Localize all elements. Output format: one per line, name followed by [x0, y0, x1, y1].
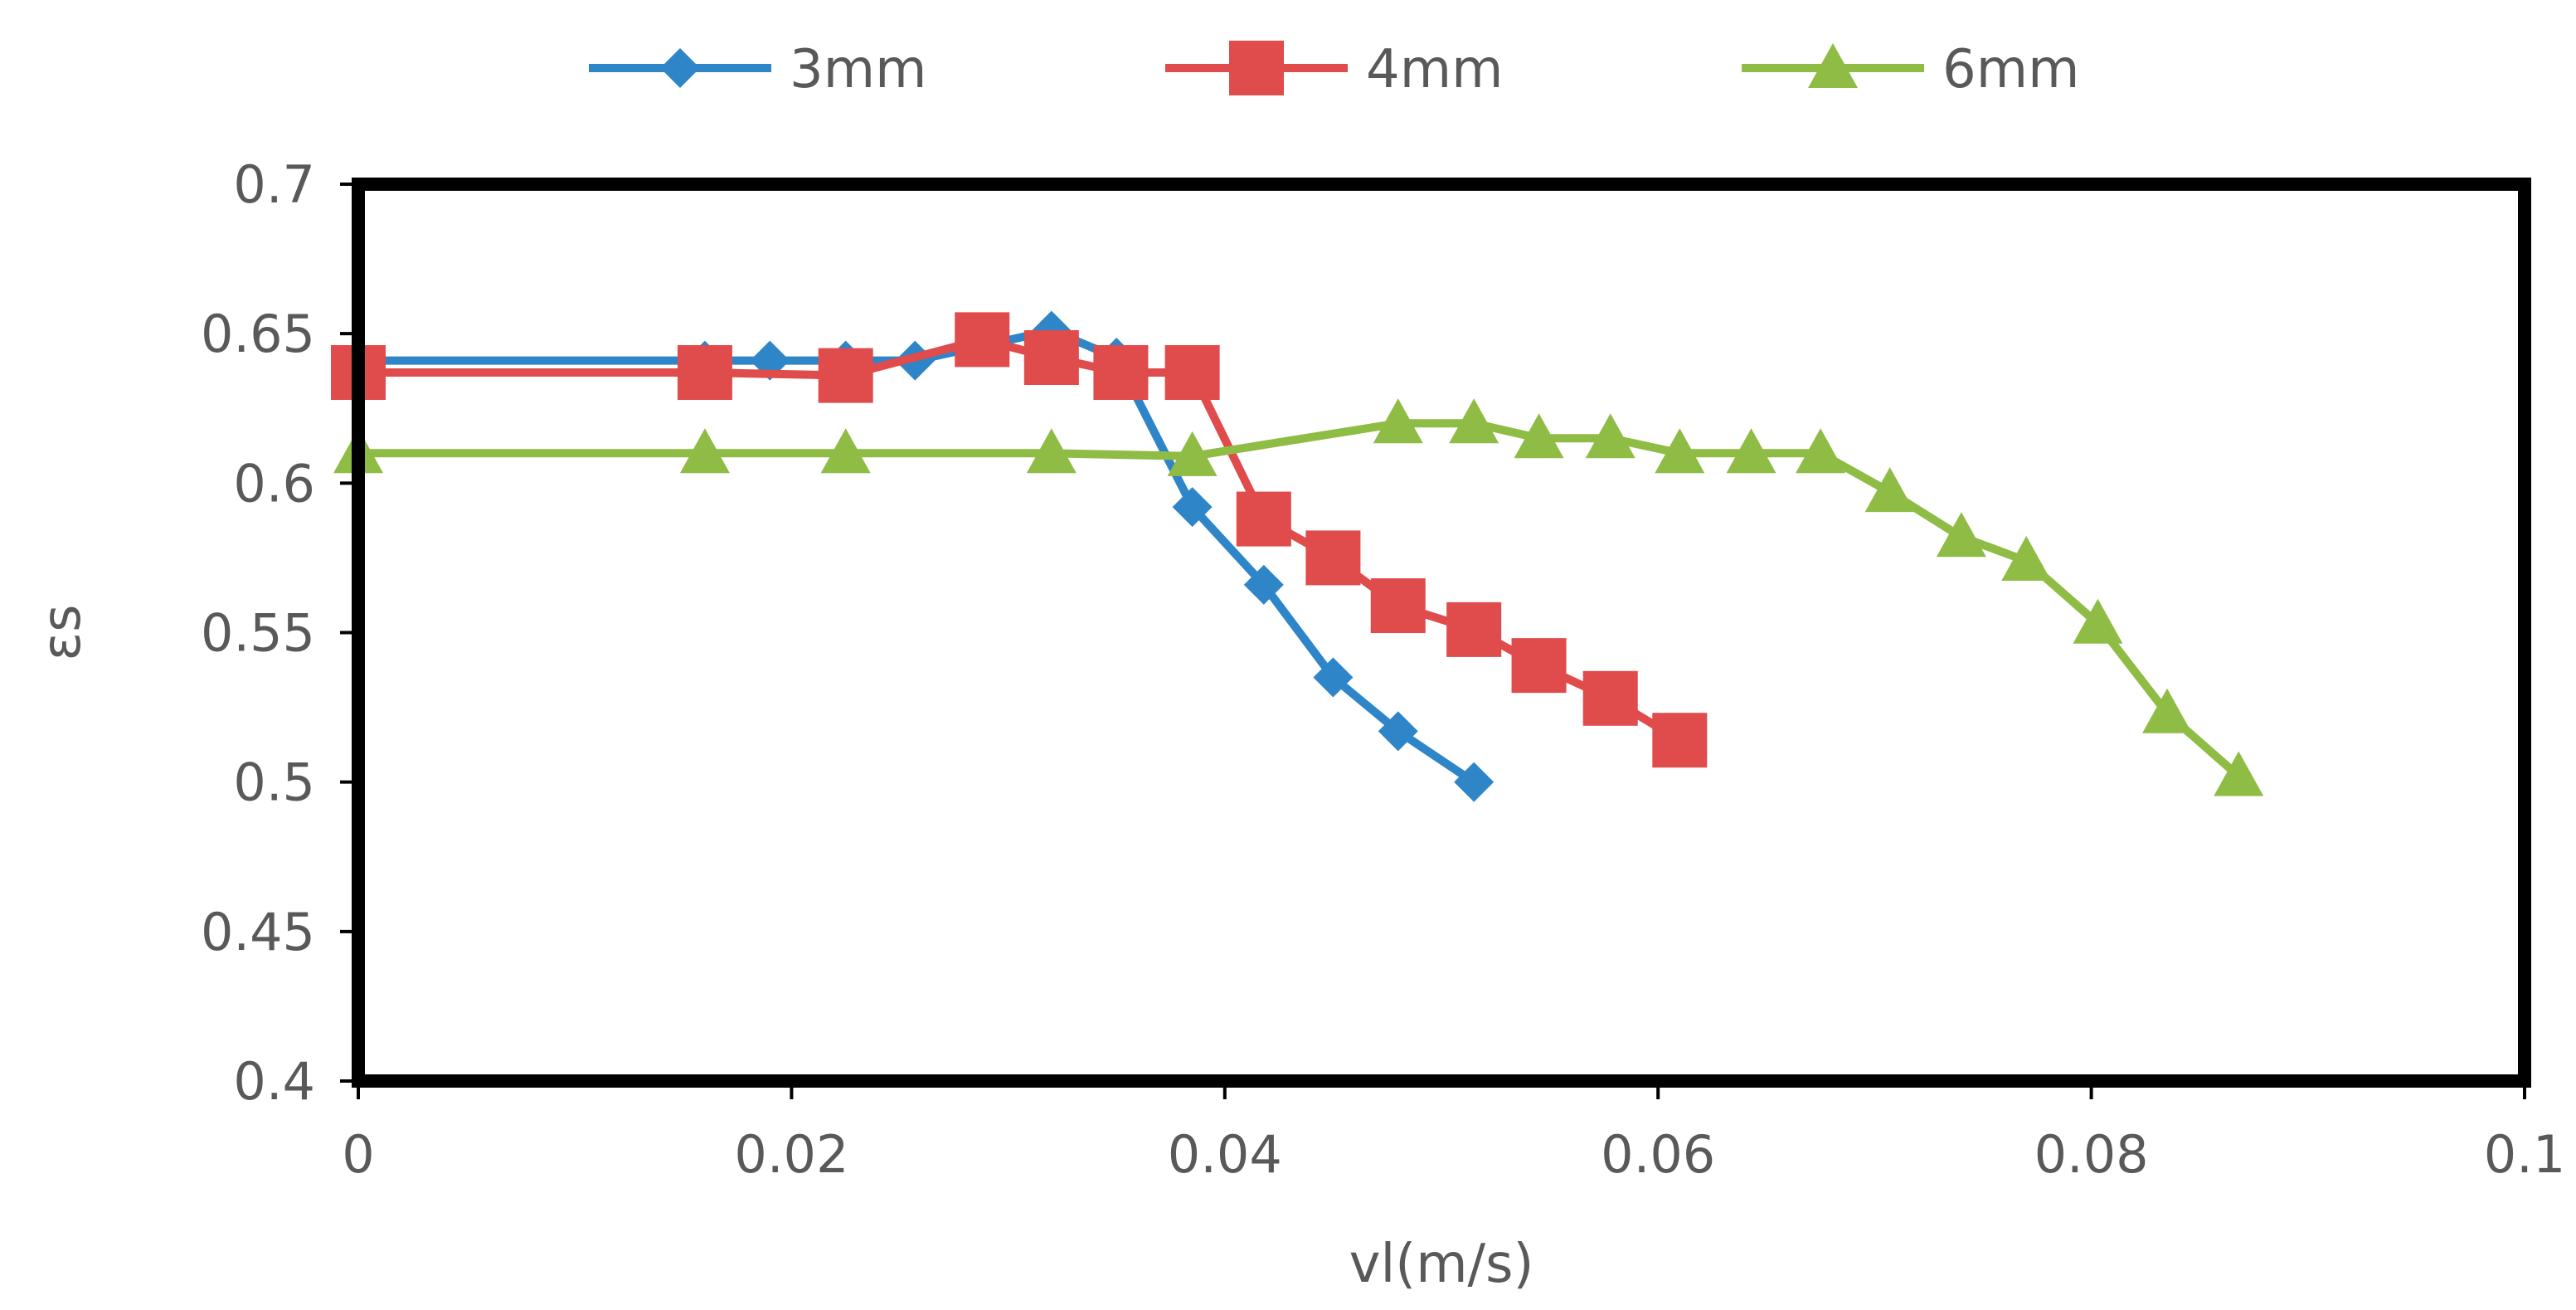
y-tick-label: 0.45: [201, 902, 315, 962]
data-point-4mm: [677, 345, 732, 401]
data-point-4mm: [1164, 345, 1220, 401]
data-point-6mm: [1373, 398, 1423, 444]
legend-item-3mm: 3mm: [589, 39, 926, 100]
y-axis-label: εs: [32, 605, 93, 661]
data-point-4mm: [1093, 345, 1149, 401]
data-point-6mm: [1514, 413, 1564, 459]
data-point-6mm: [1167, 431, 1218, 476]
series-line-6mm: [354, 419, 2243, 781]
x-tick-label: 0: [342, 1124, 374, 1185]
x-tick-label: 0.06: [1601, 1124, 1715, 1185]
data-point-6mm: [1449, 398, 1499, 444]
data-point-6mm: [679, 428, 730, 474]
series-6mm: [333, 398, 2264, 796]
data-point-6mm: [1026, 428, 1077, 474]
data-point-6mm: [1864, 467, 1915, 513]
x-axis-label: vl(m/s): [1349, 1234, 1534, 1295]
data-point-4mm: [818, 348, 873, 403]
data-point-3mm: [1172, 487, 1213, 528]
y-tick-label: 0.6: [233, 453, 315, 514]
series-layer: [331, 310, 2264, 802]
data-point-6mm: [1796, 428, 1846, 474]
y-tick-label: 0.4: [233, 1051, 315, 1112]
data-point-6mm: [2001, 536, 2052, 582]
data-point-4mm: [1236, 491, 1291, 547]
x-tick-label: 0.08: [2034, 1124, 2149, 1185]
y-tick-label: 0.5: [233, 752, 315, 813]
y-tick-label: 0.7: [233, 154, 315, 215]
data-point-4mm: [1370, 578, 1426, 634]
data-point-3mm: [1313, 657, 1354, 698]
legend-marker: [1229, 41, 1284, 95]
data-point-4mm: [1446, 601, 1502, 657]
legend-marker: [1808, 43, 1858, 88]
x-tick-label: 0.1: [2484, 1124, 2566, 1185]
legend-marker: [660, 48, 700, 88]
data-point-4mm: [1511, 638, 1567, 694]
data-point-6mm: [1585, 413, 1636, 459]
y-axis: 0.4 0.45 0.5 0.55 0.6 0.65 0.7: [201, 154, 358, 1112]
legend: 3mm 4mm 6mm: [589, 39, 2079, 100]
y-tick-label: 0.55: [201, 603, 315, 664]
legend-item-4mm: 4mm: [1165, 39, 1503, 100]
series-line-4mm: [354, 335, 1684, 745]
legend-item-6mm: 6mm: [1742, 39, 2079, 100]
data-point-6mm: [2073, 598, 2123, 644]
data-point-6mm: [820, 428, 871, 474]
legend-label: 4mm: [1366, 39, 1503, 100]
data-point-6mm: [2214, 751, 2264, 796]
y-tick-label: 0.65: [201, 304, 315, 364]
data-point-3mm: [1243, 564, 1284, 605]
x-tick-label: 0.02: [734, 1124, 848, 1185]
plot-frame: [352, 178, 2531, 1088]
series-4mm: [331, 312, 1708, 768]
data-point-6mm: [1655, 428, 1705, 474]
data-point-4mm: [1582, 670, 1638, 726]
data-point-3mm: [1454, 762, 1495, 802]
x-axis: 0 0.02 0.04 0.06 0.08 0.1: [342, 1081, 2565, 1185]
data-point-4mm: [1305, 530, 1361, 586]
data-point-6mm: [1936, 512, 1986, 558]
legend-label: 3mm: [790, 39, 926, 100]
data-point-4mm: [1023, 329, 1079, 385]
legend-label: 6mm: [1942, 39, 2079, 100]
data-point-6mm: [2142, 688, 2193, 733]
data-point-4mm: [955, 312, 1010, 368]
x-tick-label: 0.04: [1168, 1124, 1282, 1185]
data-point-3mm: [1378, 711, 1418, 752]
data-point-4mm: [1652, 713, 1708, 768]
data-point-6mm: [1726, 428, 1776, 474]
